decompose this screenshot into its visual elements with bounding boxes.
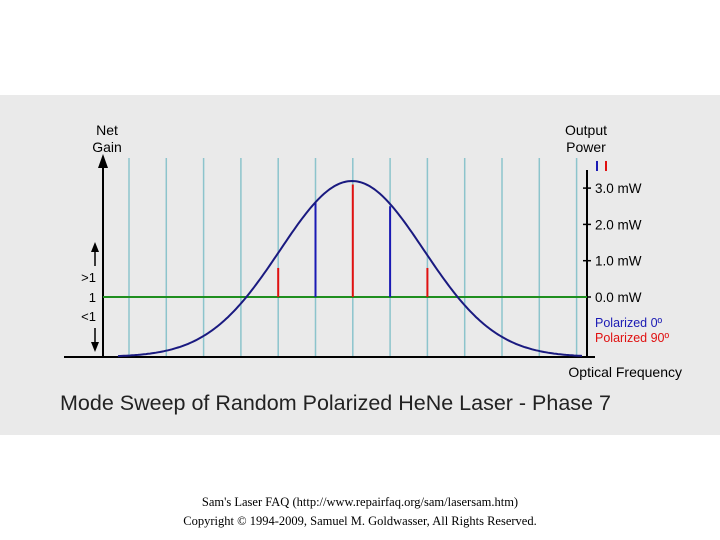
left-axis-label-net: Net [96, 122, 118, 138]
right-axis-ticks: 3.0 mW 2.0 mW 1.0 mW 0.0 mW [583, 181, 642, 305]
power-tick-label: 2.0 mW [595, 217, 642, 232]
left-axis-label-gain: Gain [92, 139, 122, 155]
gain-tick-lt1: <1 [81, 309, 96, 324]
footer-copyright: Copyright © 1994-2009, Samuel M. Goldwas… [183, 514, 537, 528]
lasing-modes [277, 184, 429, 297]
diagram-title: Mode Sweep of Random Polarized HeNe Lase… [60, 391, 611, 415]
gain-down-arrow-head [91, 342, 99, 352]
power-tick-label: 1.0 mW [595, 254, 642, 269]
power-tick-label: 0.0 mW [595, 290, 642, 305]
x-axis-label: Optical Frequency [568, 364, 682, 380]
gain-up-arrow-head [91, 242, 99, 252]
mode-grid [128, 158, 578, 357]
diagram-background [0, 95, 720, 435]
footer-line-1: Sam's Laser FAQ (http://www.repairfaq.or… [201, 495, 519, 509]
right-axis-label-output: Output [565, 122, 607, 138]
gain-tick-1: 1 [89, 290, 96, 305]
power-tick-label: 3.0 mW [595, 181, 642, 196]
legend-polarized-0: Polarized 0º [595, 316, 663, 330]
gain-tick-gt1: >1 [81, 270, 96, 285]
left-axis-arrow [98, 154, 108, 168]
legend-polarized-90: Polarized 90º [595, 331, 669, 345]
gain-curve [117, 179, 583, 358]
right-axis-label-power: Power [566, 139, 606, 155]
